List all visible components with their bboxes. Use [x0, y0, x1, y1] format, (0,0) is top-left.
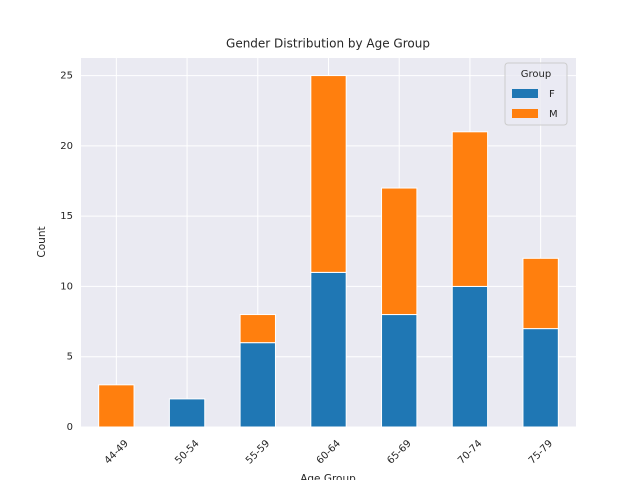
legend-swatch [512, 109, 538, 118]
x-tick-label: 44-49 [103, 438, 131, 466]
x-tick-label: 60-64 [315, 438, 343, 466]
bar-segment [522, 257, 559, 330]
bar-segment [522, 328, 559, 428]
y-tick-label: 15 [60, 211, 73, 222]
x-tick-label: 70-74 [456, 438, 484, 466]
bar-segment [310, 75, 347, 273]
y-tick-label: 25 [60, 71, 73, 82]
x-tick-label: 75-79 [527, 438, 555, 466]
legend-label: F [549, 89, 555, 100]
y-tick-label: 0 [67, 422, 73, 433]
bar-segment [239, 314, 276, 344]
chart-title: Gender Distribution by Age Group [226, 37, 430, 51]
bar-segment [451, 131, 489, 287]
bars [98, 75, 559, 428]
x-axis-label: Age Group [300, 473, 356, 480]
legend-swatch [512, 89, 538, 98]
bar-segment [310, 271, 347, 428]
y-tick-label: 10 [60, 281, 73, 292]
legend: Group FM [504, 62, 568, 126]
bar-segment [451, 285, 489, 428]
x-tick-label: 55-59 [244, 438, 272, 466]
bar-segment [381, 314, 418, 428]
y-axis-label: Count [36, 226, 48, 257]
legend-label: M [549, 109, 558, 120]
legend-title: Group [521, 69, 551, 80]
y-tick-label: 5 [67, 352, 73, 363]
x-tick-label: 65-69 [385, 438, 413, 466]
x-tick-label: 50-54 [173, 438, 201, 466]
bar-segment [168, 398, 206, 428]
bar-segment [239, 342, 276, 428]
y-tick-label: 20 [60, 141, 73, 152]
bar-segment [381, 187, 418, 316]
bar-segment [98, 384, 135, 428]
